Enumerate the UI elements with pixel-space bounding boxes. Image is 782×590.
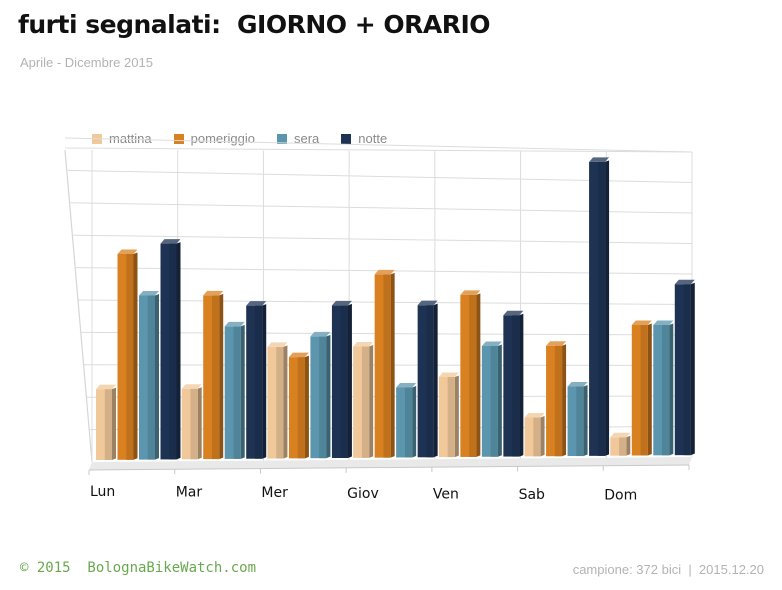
x-tick-label: Ven (433, 486, 459, 502)
x-tick-label: Giov (347, 486, 379, 502)
chart-legend: mattina pomeriggio sera notte (92, 131, 387, 146)
x-tick-label: Mer (261, 485, 288, 501)
bar-sab-sera (567, 382, 588, 457)
bar-mar-sera (224, 321, 245, 459)
footer-credit: © 2015 BolognaBikeWatch.com (20, 560, 257, 576)
legend-label-sera: sera (293, 131, 320, 146)
bar-mer-sera (310, 331, 331, 459)
x-tick-label: Mar (176, 485, 203, 501)
bar-dom-mattina (610, 432, 631, 456)
x-tick-label: Sab (519, 487, 545, 503)
chart-bars (96, 157, 695, 460)
bar-sab-mattina (524, 412, 545, 457)
bar-giov-pomeriggio (374, 269, 395, 458)
bar-ven-sera (481, 341, 502, 457)
bar-dom-pomeriggio (631, 320, 652, 456)
legend-swatch-sera (276, 133, 287, 144)
bar-giov-mattina (353, 342, 374, 458)
bar-lun-mattina (96, 384, 116, 460)
bar-lun-notte (160, 239, 181, 460)
bar-mer-notte (331, 300, 352, 459)
bar-mer-mattina (267, 342, 288, 459)
bar-dom-notte (674, 279, 695, 456)
bar-giov-notte (417, 300, 438, 458)
bar-mar-notte (246, 301, 267, 459)
bar-ven-notte (503, 310, 524, 457)
x-tick-label: Lun (90, 484, 115, 500)
chart-title: furti segnalati: GIORNO + ORARIO (18, 10, 491, 39)
legend-label-notte: notte (358, 131, 388, 146)
legend-item-notte: notte (341, 131, 387, 146)
bar-ven-mattina (438, 372, 459, 458)
chart-floor (88, 457, 692, 475)
legend-label-mattina: mattina (109, 131, 152, 146)
bar-lun-pomeriggio (117, 249, 138, 460)
legend-swatch-notte (341, 133, 352, 144)
bar-sab-notte (589, 157, 610, 456)
chart-x-axis-labels: Lun Mar Mer Giov Ven Sab Dom (90, 484, 637, 504)
bar-mar-pomeriggio (203, 290, 224, 460)
bar-sab-pomeriggio (546, 341, 567, 457)
chart-subtitle: Aprile - Dicembre 2015 (20, 55, 153, 70)
bar-dom-sera (653, 320, 674, 456)
bar-ven-pomeriggio (460, 290, 481, 457)
legend-item-sera: sera (276, 131, 320, 146)
bar-mer-pomeriggio (288, 352, 309, 459)
legend-swatch-pomeriggio (173, 133, 184, 144)
bar-giov-sera (396, 382, 417, 458)
x-tick-label: Dom (604, 488, 637, 504)
bar-lun-sera (139, 291, 159, 460)
footer-sample: campione: 372 bici | 2015.12.20 (572, 562, 764, 577)
bar-mar-mattina (181, 384, 202, 460)
